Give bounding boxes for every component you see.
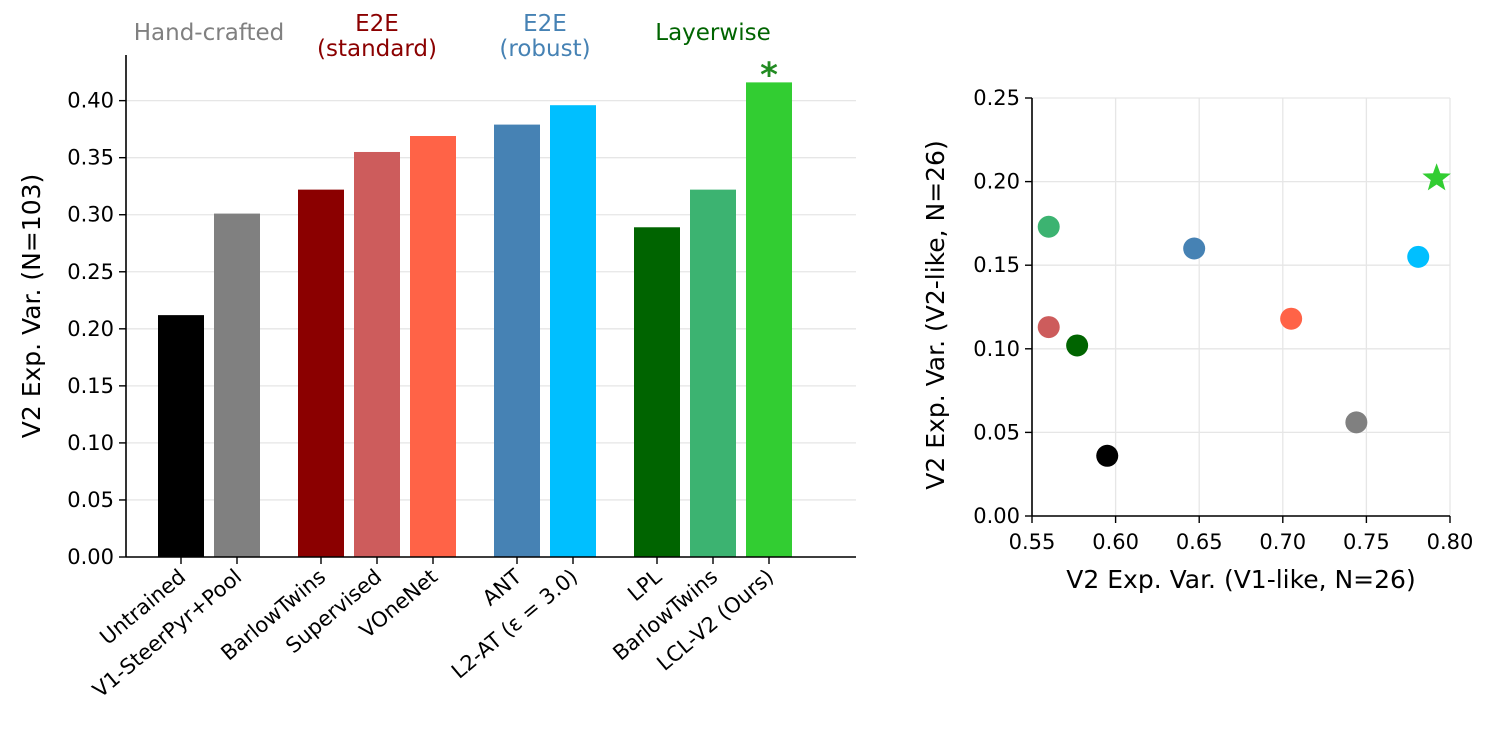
group-label: (robust) — [499, 36, 590, 62]
scatter-point — [1096, 444, 1119, 467]
scatter-point — [1066, 334, 1089, 357]
group-label: E2E — [523, 11, 567, 37]
bar — [298, 189, 344, 558]
bar — [410, 136, 456, 557]
bar-chart: 0.000.050.100.150.200.250.300.350.40Untr… — [17, 11, 856, 702]
bar-y-tick-label: 0.05 — [67, 488, 114, 512]
group-label: Hand-crafted — [134, 20, 285, 46]
scatter-y-tick-label: 0.05 — [973, 420, 1020, 444]
scatter-point-star — [1422, 163, 1451, 191]
bar — [158, 315, 204, 557]
scatter-x-tick-label: 0.65 — [1176, 530, 1223, 554]
scatter-x-axis-label: V2 Exp. Var. (V1-like, N=26) — [1066, 565, 1415, 594]
bar — [746, 82, 792, 557]
bar-y-tick-label: 0.30 — [67, 203, 114, 227]
scatter-y-tick-label: 0.20 — [973, 170, 1020, 194]
scatter-x-tick-label: 0.70 — [1259, 530, 1306, 554]
scatter-x-tick-label: 0.60 — [1092, 530, 1139, 554]
scatter-point — [1345, 411, 1368, 434]
bar-y-tick-label: 0.15 — [67, 374, 114, 398]
bar-y-tick-label: 0.25 — [67, 260, 114, 284]
scatter-y-tick-label: 0.00 — [973, 504, 1020, 528]
scatter-point — [1037, 215, 1060, 238]
bar — [634, 227, 680, 557]
bar — [550, 105, 596, 557]
scatter-point — [1037, 316, 1060, 339]
group-label: Layerwise — [655, 20, 770, 46]
bar — [214, 213, 260, 557]
scatter-y-axis-label: V2 Exp. Var. (V2-like, N=26) — [921, 140, 950, 489]
scatter-y-tick-label: 0.25 — [973, 86, 1020, 110]
group-label: E2E — [355, 11, 399, 37]
scatter-chart: 0.55 0.60 0.65 0.70 0.75 0.80 0.00 0.05 0.10 0.15… — [921, 86, 1473, 594]
bar-y-tick-label: 0.35 — [67, 146, 114, 170]
bar — [494, 124, 540, 557]
scatter-y-tick-label: 0.15 — [973, 253, 1020, 277]
significance-marker: * — [760, 55, 778, 95]
scatter-point — [1183, 237, 1206, 260]
bar-y-tick-label: 0.40 — [67, 89, 114, 113]
bar-y-tick-label: 0.20 — [67, 317, 114, 341]
scatter-x-tick-label: 0.75 — [1343, 530, 1390, 554]
bar-y-tick-label: 0.10 — [67, 431, 114, 455]
scatter-point — [1280, 307, 1303, 330]
group-label: (standard) — [317, 36, 437, 62]
bar — [690, 189, 736, 558]
bar — [354, 151, 400, 557]
bar-category-label: LPL — [623, 564, 666, 606]
scatter-x-tick-label: 0.55 — [1009, 530, 1056, 554]
bar-y-axis-label: V2 Exp. Var. (N=103) — [17, 174, 46, 439]
scatter-point — [1407, 245, 1430, 268]
scatter-y-tick-label: 0.10 — [973, 337, 1020, 361]
bar-y-tick-label: 0.00 — [67, 545, 114, 569]
scatter-x-tick-label: 0.80 — [1427, 530, 1474, 554]
